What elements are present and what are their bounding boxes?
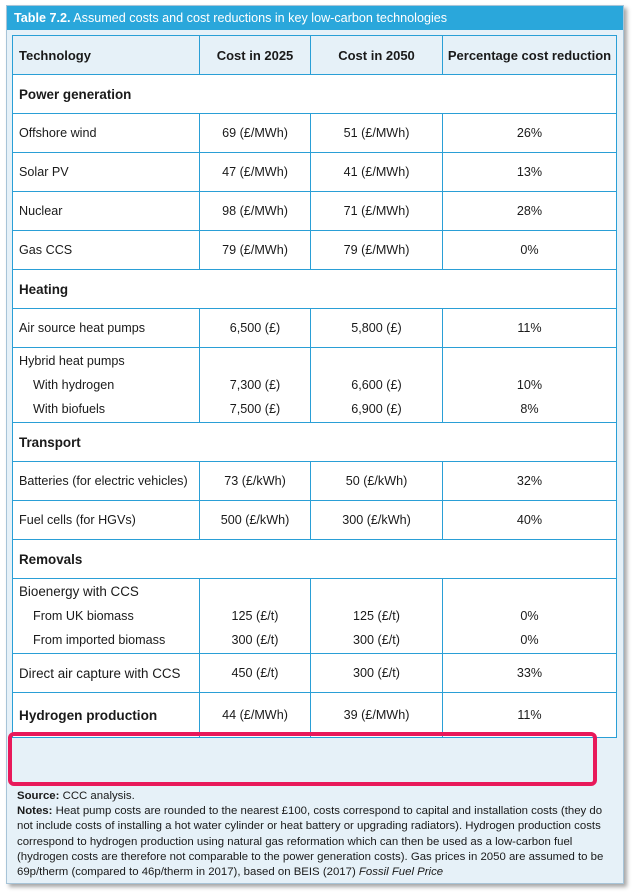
cell-reduction: 11% <box>442 692 617 738</box>
cell-cost-2025: 7,300 (£) 7,500 (£) <box>199 347 311 423</box>
sub-value: 10% <box>516 378 543 392</box>
table-row: Fuel cells (for HGVs) 500 (£/kWh) 300 (£… <box>12 500 617 540</box>
source-text: CCC analysis. <box>62 790 135 802</box>
table-number: Table 7.2. <box>14 11 71 25</box>
cell-reduction: 10% 8% <box>442 347 617 423</box>
table-row: Direct air capture with CCS 450 (£/t) 30… <box>12 653 617 693</box>
table-row: Batteries (for electric vehicles) 73 (£/… <box>12 461 617 501</box>
cell-cost-2025: 47 (£/MWh) <box>199 152 311 192</box>
cell-reduction: 0% 0% <box>442 578 617 654</box>
table-caption: Assumed costs and cost reductions in key… <box>73 11 448 25</box>
sub-value: 300 (£/t) <box>231 633 279 647</box>
cell-cost-2025: 500 (£/kWh) <box>199 500 311 540</box>
sub-label: With hydrogen <box>33 378 115 392</box>
cell-cost-2050: 300 (£/kWh) <box>310 500 443 540</box>
cell-cost-2050: 5,800 (£) <box>310 308 443 348</box>
sub-value: 6,900 (£) <box>351 402 402 416</box>
header-percentage: Percentage cost reduction <box>442 35 617 75</box>
sub-value: 6,600 (£) <box>351 378 402 392</box>
table-row: Bioenergy with CCS From UK biomass From … <box>12 578 617 654</box>
cell-cost-2025: 69 (£/MWh) <box>199 113 311 153</box>
sub-value: 0% <box>520 609 539 623</box>
cell-cost-2025: 98 (£/MWh) <box>199 191 311 231</box>
notes-label: Notes: <box>17 805 53 818</box>
header-technology: Technology <box>12 35 200 75</box>
cell-cost-2050: 6,600 (£) 6,900 (£) <box>310 347 443 423</box>
cell-reduction: 33% <box>442 653 617 693</box>
sub-value: 300 (£/t) <box>353 633 400 647</box>
cell-cost-2050: 41 (£/MWh) <box>310 152 443 192</box>
notes-text: Heat pump costs are rounded to the neare… <box>17 805 604 879</box>
cell-cost-2050: 51 (£/MWh) <box>310 113 443 153</box>
table-notes: Source: CCC analysis. Notes: Heat pump c… <box>17 789 615 880</box>
table-row: Offshore wind 69 (£/MWh) 51 (£/MWh) 26% <box>12 113 617 153</box>
cell-cost-2025: 73 (£/kWh) <box>199 461 311 501</box>
cell-reduction: 26% <box>442 113 617 153</box>
section-removals: Removals <box>12 539 617 579</box>
notes-paragraph: Notes: Heat pump costs are rounded to th… <box>17 804 615 880</box>
sub-label: With biofuels <box>33 402 106 416</box>
table-row: Nuclear 98 (£/MWh) 71 (£/MWh) 28% <box>12 191 617 231</box>
cell-reduction: 0% <box>442 230 617 270</box>
cell-technology: Air source heat pumps <box>12 308 200 348</box>
cell-reduction: 11% <box>442 308 617 348</box>
sub-value: 7,500 (£) <box>229 402 281 416</box>
cell-technology: Fuel cells (for HGVs) <box>12 500 200 540</box>
cell-reduction: 32% <box>442 461 617 501</box>
table-row: Gas CCS 79 (£/MWh) 79 (£/MWh) 0% <box>12 230 617 270</box>
cell-cost-2050: 39 (£/MWh) <box>310 692 443 738</box>
table-row: Hybrid heat pumps With hydrogen With bio… <box>12 347 617 423</box>
cell-technology: Offshore wind <box>12 113 200 153</box>
cost-table: Technology Cost in 2025 Cost in 2050 Per… <box>12 35 617 738</box>
notes-italic: Fossil Fuel Price <box>358 866 444 879</box>
header-cost-2050: Cost in 2050 <box>310 35 443 75</box>
cell-technology: Bioenergy with CCS From UK biomass From … <box>12 578 200 654</box>
section-row: Heating <box>12 269 617 309</box>
cell-cost-2025: 6,500 (£) <box>199 308 311 348</box>
cell-cost-2050: 79 (£/MWh) <box>310 230 443 270</box>
sub-value: 0% <box>520 633 539 647</box>
cell-technology: Direct air capture with CCS <box>12 653 200 693</box>
cell-technology: Gas CCS <box>12 230 200 270</box>
table-title: Table 7.2. Assumed costs and cost reduct… <box>7 6 623 30</box>
table-row-highlighted: Hydrogen production 44 (£/MWh) 39 (£/MWh… <box>12 692 617 738</box>
cell-cost-2025: 450 (£/t) <box>199 653 311 693</box>
cell-technology: Hydrogen production <box>12 692 200 738</box>
cell-cost-2050: 125 (£/t) 300 (£/t) <box>310 578 443 654</box>
section-row: Removals <box>12 539 617 579</box>
cell-reduction: 40% <box>442 500 617 540</box>
sub-value: 7,300 (£) <box>229 378 281 392</box>
sub-value: 8% <box>520 402 539 416</box>
sub-value: 125 (£/t) <box>353 609 400 623</box>
cell-cost-2025: 125 (£/t) 300 (£/t) <box>199 578 311 654</box>
cell-reduction: 28% <box>442 191 617 231</box>
table-row: Solar PV 47 (£/MWh) 41 (£/MWh) 13% <box>12 152 617 192</box>
cell-technology: Solar PV <box>12 152 200 192</box>
cell-cost-2025: 44 (£/MWh) <box>199 692 311 738</box>
source-label: Source: <box>17 790 60 802</box>
section-heating: Heating <box>12 269 617 309</box>
group-label: Bioenergy with CCS <box>19 584 139 599</box>
section-transport: Transport <box>12 422 617 462</box>
cell-cost-2050: 300 (£/t) <box>310 653 443 693</box>
cell-cost-2050: 71 (£/MWh) <box>310 191 443 231</box>
header-row: Technology Cost in 2025 Cost in 2050 Per… <box>12 35 617 75</box>
header-cost-2025: Cost in 2025 <box>199 35 311 75</box>
cell-cost-2050: 50 (£/kWh) <box>310 461 443 501</box>
section-power: Power generation <box>12 74 617 114</box>
sub-label: From UK biomass <box>33 609 134 623</box>
sub-value: 125 (£/t) <box>231 609 279 623</box>
cell-technology: Hybrid heat pumps With hydrogen With bio… <box>12 347 200 423</box>
cell-reduction: 13% <box>442 152 617 192</box>
cell-technology: Batteries (for electric vehicles) <box>12 461 200 501</box>
section-row: Power generation <box>12 74 617 114</box>
cell-cost-2025: 79 (£/MWh) <box>199 230 311 270</box>
source-line: Source: CCC analysis. <box>17 789 615 804</box>
sub-label: From imported biomass <box>33 633 166 647</box>
group-label: Hybrid heat pumps <box>19 354 125 368</box>
section-row: Transport <box>12 422 617 462</box>
table-row: Air source heat pumps 6,500 (£) 5,800 (£… <box>12 308 617 348</box>
cell-technology: Nuclear <box>12 191 200 231</box>
